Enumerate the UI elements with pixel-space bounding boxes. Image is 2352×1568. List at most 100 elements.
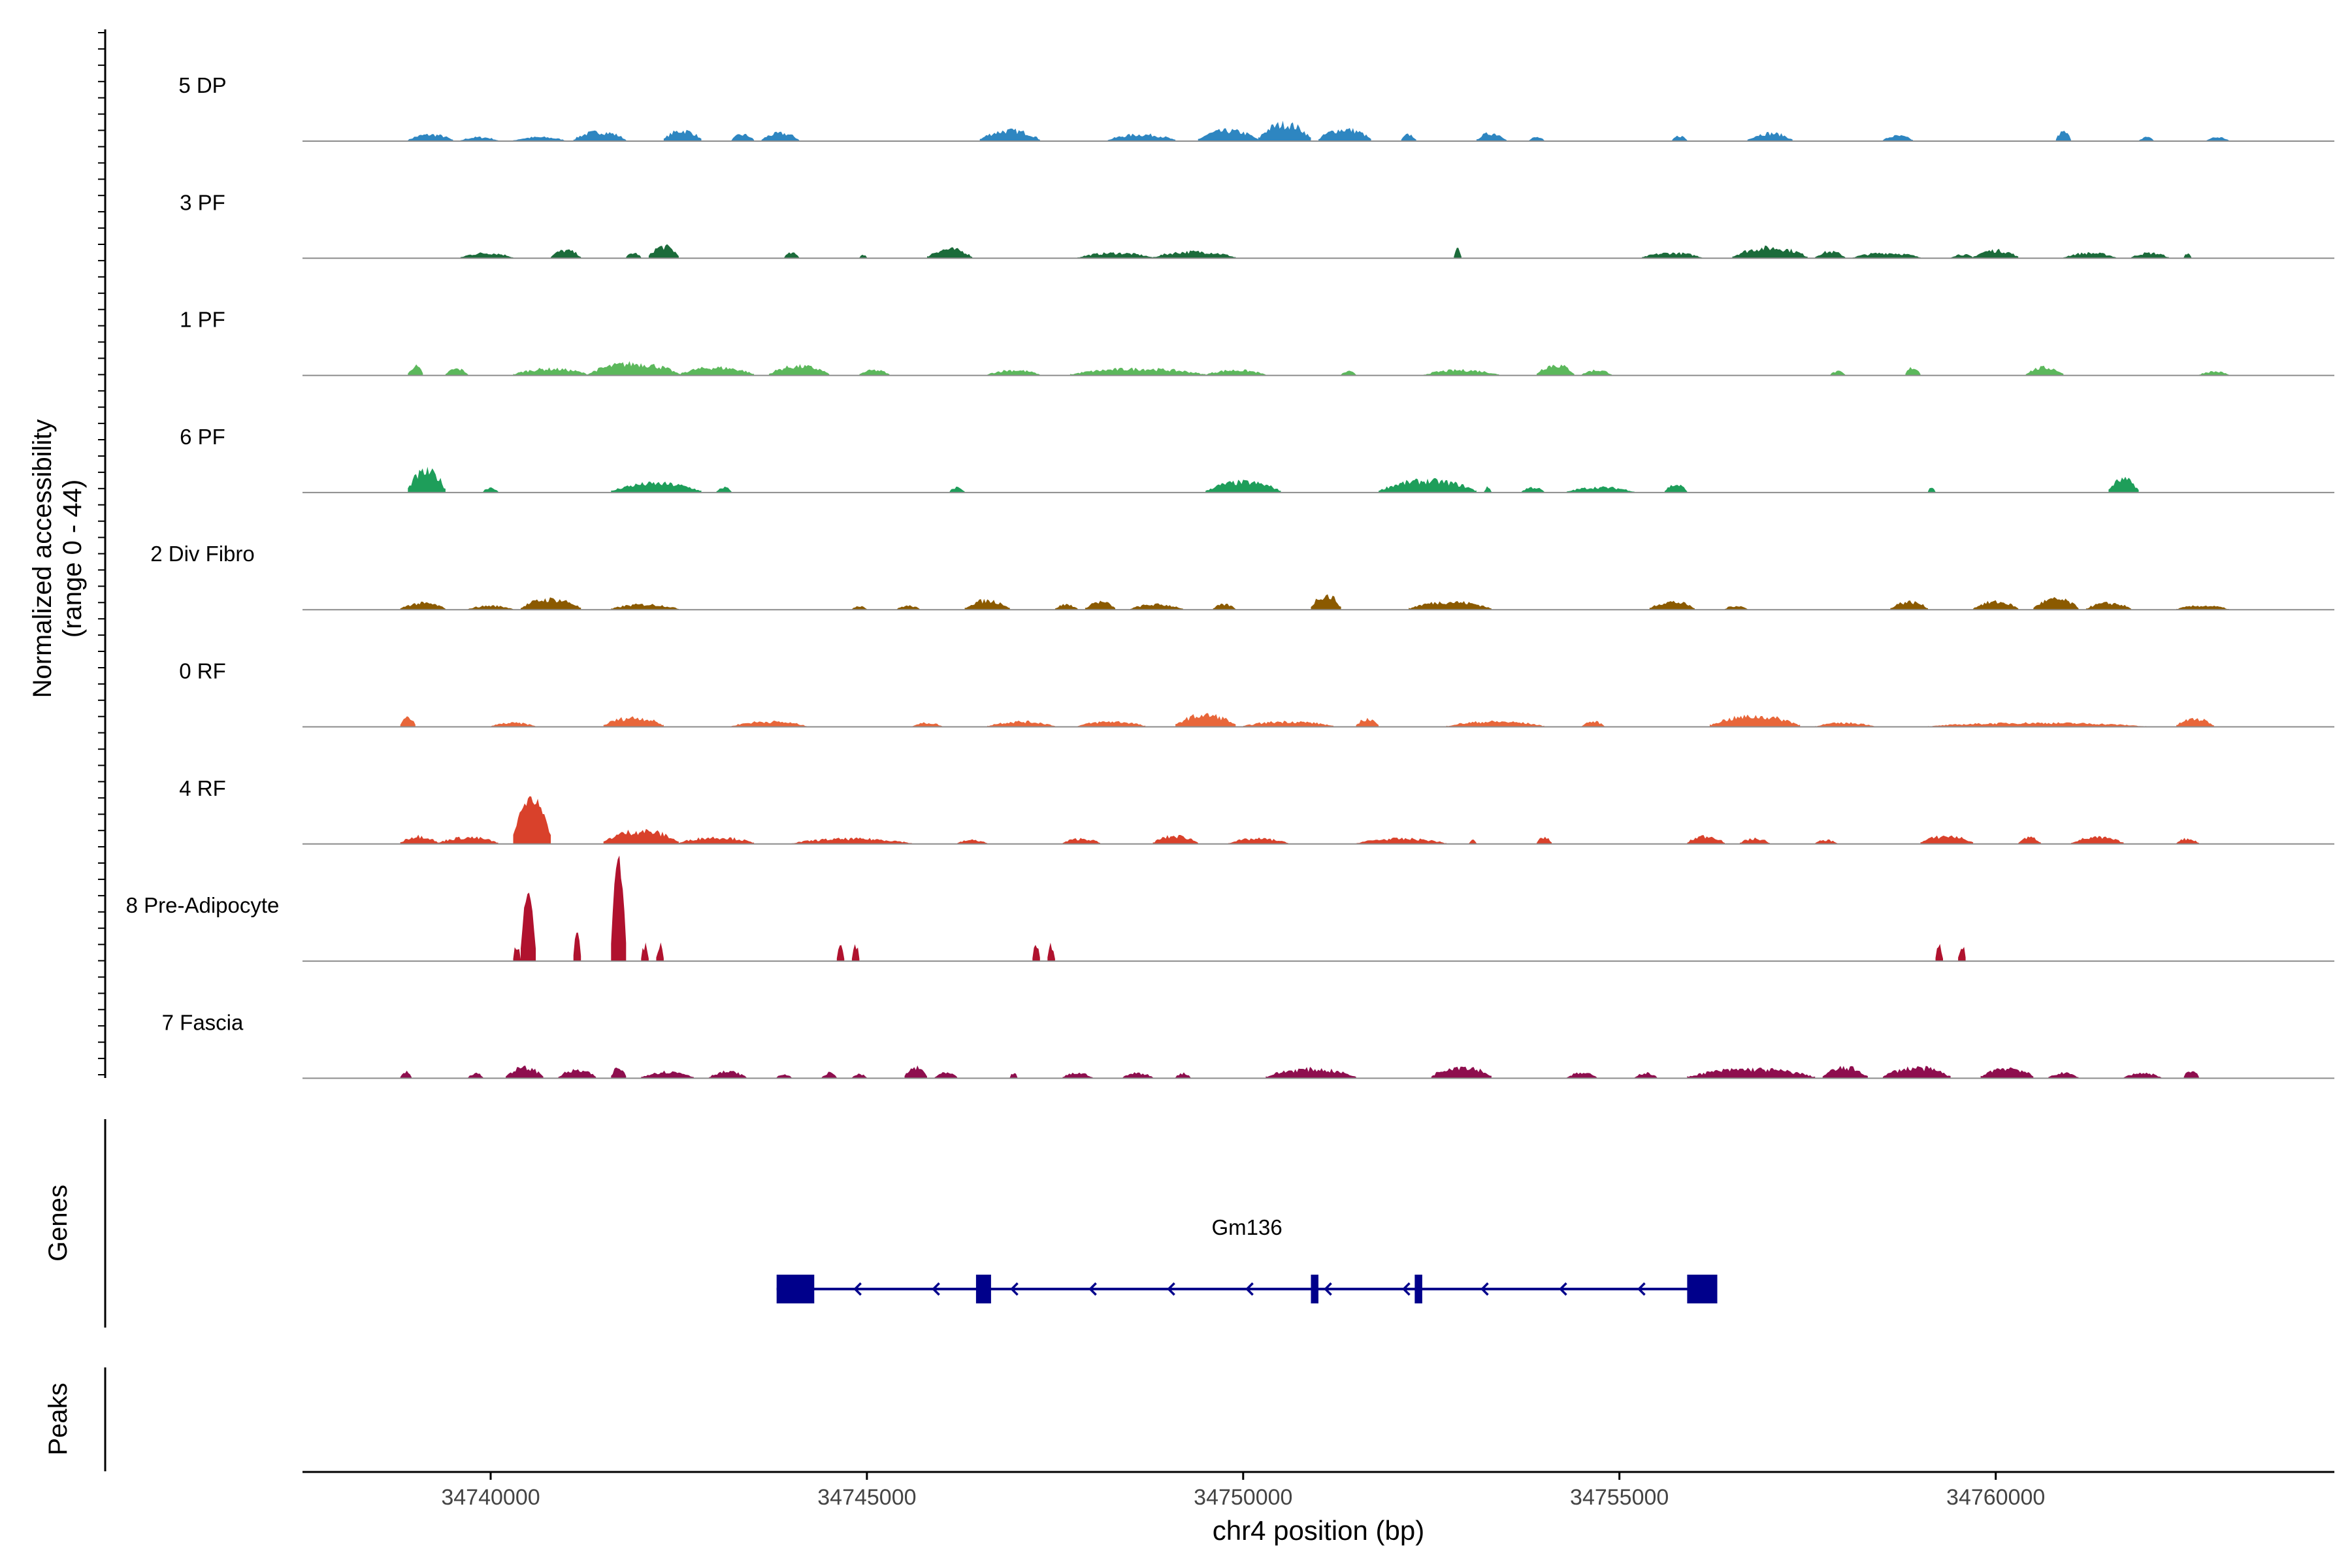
coverage-peak <box>1980 1067 2034 1079</box>
coverage-peak <box>521 597 581 610</box>
gene-exon <box>776 1275 815 1303</box>
coverage-peak <box>2176 717 2214 727</box>
track: 1 PF <box>180 308 2334 376</box>
coverage-peak <box>2108 476 2139 493</box>
coverage-peak <box>558 1069 596 1079</box>
coverage-peak <box>2033 596 2079 610</box>
coverage-peak <box>648 244 679 259</box>
coverage-peak <box>1747 131 1793 141</box>
coverage-peak <box>1567 486 1635 493</box>
gene-exon <box>1687 1275 1718 1303</box>
coverage-peak <box>731 133 755 141</box>
coverage-peak <box>1054 604 1078 610</box>
coverage-peak <box>483 487 498 493</box>
track-label: 6 PF <box>180 425 225 449</box>
peaks-panel-title: Peaks <box>44 1382 73 1455</box>
coverage-peak <box>1687 835 1725 844</box>
coverage-peak <box>656 942 664 962</box>
y-axis-range: (range 0 - 44) <box>58 480 87 638</box>
coverage-peak <box>1950 253 1974 259</box>
coverage-peak <box>1484 486 1492 493</box>
gene-model <box>776 1275 1718 1303</box>
x-tick-label: 34760000 <box>1946 1485 2045 1510</box>
coverage-peak <box>934 1072 958 1079</box>
coverage-peak <box>1664 484 1688 493</box>
coverage-peak <box>573 932 581 962</box>
coverage-peak <box>1107 133 1176 141</box>
coverage-peak <box>1928 722 2146 727</box>
track-label: 4 RF <box>179 776 226 800</box>
coverage-peak <box>1401 133 1416 141</box>
x-tick-label: 34755000 <box>1570 1485 1669 1510</box>
coverage-peak <box>1266 1066 1356 1079</box>
coverage-peak <box>2206 137 2229 141</box>
coverage-peak <box>1077 252 1153 259</box>
coverage-peak <box>400 834 438 844</box>
coverage-peak <box>1356 838 1446 844</box>
coverage-peak <box>1009 1073 1018 1079</box>
coverage-peak <box>836 945 845 962</box>
coverage-peak <box>408 133 453 141</box>
strand-arrow <box>1480 1282 1489 1296</box>
coverage-peak <box>460 252 514 259</box>
strand-arrow <box>1324 1282 1332 1296</box>
coverage-peak <box>1062 1072 1093 1079</box>
coverage-peak <box>400 601 446 610</box>
coverage-peak <box>1152 835 1198 844</box>
x-tick-label: 34750000 <box>1194 1485 1292 1510</box>
coverage-peak <box>1973 248 2019 259</box>
track-label: 7 Fascia <box>162 1010 244 1034</box>
coverage-peak <box>506 1065 544 1079</box>
gene-name-label: Gm136 <box>1211 1215 1282 1239</box>
coverage-peak <box>904 1065 927 1079</box>
coverage-peak <box>1356 717 1379 727</box>
coverage-peak <box>2063 252 2116 259</box>
coverage-peak <box>611 1067 627 1079</box>
coverage-peak <box>709 1070 747 1079</box>
coverage-peak <box>2176 838 2199 844</box>
coverage-peak <box>1582 369 1612 376</box>
coverage-peak <box>1152 250 1236 259</box>
coverage-peak <box>1070 367 1206 376</box>
coverage-peak <box>2183 253 2192 259</box>
coverage-peak <box>445 368 468 376</box>
coverage-peak <box>2176 605 2229 610</box>
strand-arrow <box>1010 1282 1019 1296</box>
track-label: 5 DP <box>178 73 226 97</box>
coverage-peak <box>2018 836 2041 844</box>
coverage-peak <box>2123 1072 2162 1079</box>
strand-arrow <box>1402 1282 1411 1296</box>
coverage-peak <box>1822 1066 1868 1079</box>
coverage-peak <box>1537 365 1575 376</box>
coverage-peak <box>460 136 498 141</box>
strand-arrow <box>1088 1282 1097 1296</box>
coverage-peak <box>1175 713 1236 727</box>
x-tick-label: 34740000 <box>441 1485 540 1510</box>
coverage-peak <box>408 466 446 493</box>
coverage-peak <box>1198 128 1258 141</box>
coverage-peak <box>1476 132 1507 141</box>
coverage-peak <box>1213 603 1236 610</box>
track-label: 0 RF <box>179 659 226 683</box>
track: 0 RF <box>179 659 2334 728</box>
coverage-peak <box>551 249 581 259</box>
coverage-peak <box>1062 838 1100 844</box>
coverage-peak <box>408 364 423 376</box>
coverage-peak <box>949 486 965 493</box>
coverage-peak <box>1130 603 1183 610</box>
coverage-peak <box>769 364 830 376</box>
coverage-peak <box>1815 250 1846 259</box>
coverage-peak <box>761 131 800 141</box>
coverage-peak <box>611 482 702 493</box>
coverage-peak <box>1935 943 1943 962</box>
coverage-peak <box>927 247 973 259</box>
peaks-panel: Peaks <box>44 1367 106 1471</box>
coverage-peak <box>1815 839 1838 844</box>
coverage-peak <box>1454 248 1462 259</box>
x-axis-title: chr4 position (bp) <box>1213 1515 1425 1546</box>
coverage-peak <box>678 836 755 844</box>
coverage-peak <box>1649 600 1695 610</box>
coverage-peak <box>1740 837 1771 844</box>
coverage-peak <box>1830 370 1846 376</box>
